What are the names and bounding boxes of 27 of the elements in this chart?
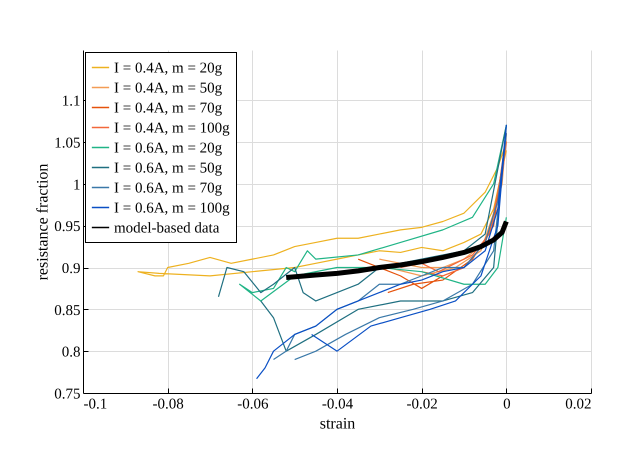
- y-tick-label: 0.85: [54, 302, 80, 319]
- legend-label: I = 0.4A, m = 50g: [114, 80, 223, 96]
- legend-label: I = 0.4A, m = 100g: [114, 120, 230, 136]
- y-tick-label: 0.9: [62, 261, 80, 278]
- x-axis-title: strain: [320, 416, 356, 432]
- legend-label: model-based data: [114, 220, 220, 236]
- y-tick-label: 1.05: [54, 136, 80, 152]
- legend-label: I = 0.6A, m = 20g: [114, 140, 223, 156]
- y-tick-label: 0.95: [54, 219, 80, 236]
- x-tick-label: -0.02: [406, 396, 438, 412]
- x-tick-label: -0.04: [322, 396, 354, 412]
- x-tick-label: -0.08: [152, 396, 184, 412]
- x-tick-label: -0.1: [84, 396, 108, 412]
- y-tick-label: 1: [73, 177, 80, 194]
- legend-label: I = 0.4A, m = 20g: [114, 60, 223, 76]
- y-tick-label: 0.75: [54, 386, 80, 402]
- y-tick-label: 1.1: [62, 94, 80, 110]
- x-tick-label: 0: [503, 396, 511, 412]
- legend-label: I = 0.6A, m = 100g: [114, 200, 230, 216]
- legend-label: I = 0.6A, m = 50g: [114, 160, 223, 176]
- x-tick-label: -0.06: [237, 396, 269, 412]
- y-tick-label: 0.8: [62, 344, 80, 361]
- line-series: [256, 124, 507, 380]
- legend-label: I = 0.4A, m = 70g: [114, 100, 223, 116]
- x-tick-label: 0.02: [565, 396, 592, 412]
- legend-label: I = 0.6A, m = 70g: [114, 180, 223, 196]
- y-axis-title: resistance fraction: [34, 164, 52, 280]
